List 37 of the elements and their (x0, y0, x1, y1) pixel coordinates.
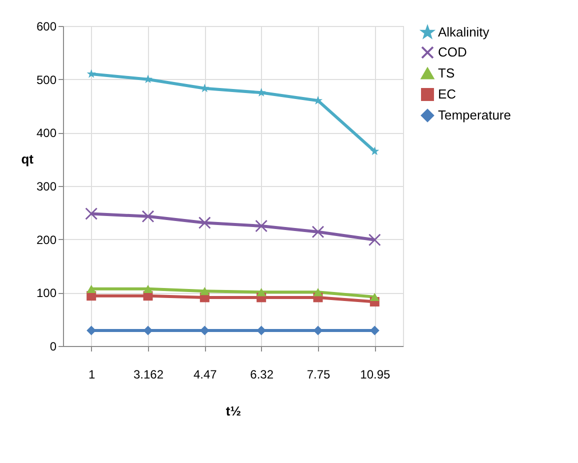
point (368, 234, 381, 246)
point (370, 146, 380, 156)
y-tick-label: 200 (36, 232, 57, 247)
legend-label: Alkalinity (438, 24, 490, 40)
legend-label: Temperature (438, 108, 511, 122)
point (86, 284, 96, 294)
legend-label: TS (438, 66, 455, 80)
y-tick-label: 400 (36, 126, 57, 140)
x-tick-label: 3.162 (133, 368, 164, 382)
x-axis-title: t½ (226, 404, 242, 418)
x-tick-label: 10.95 (360, 368, 391, 382)
point (370, 292, 380, 302)
y-tick-label: 300 (36, 180, 57, 194)
legend-label: EC (438, 86, 456, 102)
point (313, 288, 323, 296)
legend-label: COD (438, 44, 467, 60)
x-tick-label: 7.75 (306, 368, 330, 382)
point (313, 326, 323, 336)
point (143, 326, 153, 336)
point (143, 284, 153, 294)
point (312, 226, 324, 238)
point (255, 220, 268, 232)
y-tick-label: 0 (50, 340, 57, 354)
x-tick-label: 4.47 (193, 368, 218, 382)
y-axis-title: qt (21, 152, 34, 166)
point (85, 208, 98, 220)
y-tick-label: 600 (36, 20, 57, 34)
x-tick-label: 1 (88, 368, 96, 382)
point (143, 74, 153, 84)
x-tick-label: 6.32 (250, 368, 274, 382)
point (256, 288, 266, 296)
point (198, 216, 211, 230)
point (86, 69, 96, 78)
y-tick-label: 500 (36, 72, 57, 87)
y-tick-label: 100 (36, 286, 57, 300)
point (142, 210, 154, 223)
point (200, 286, 210, 296)
